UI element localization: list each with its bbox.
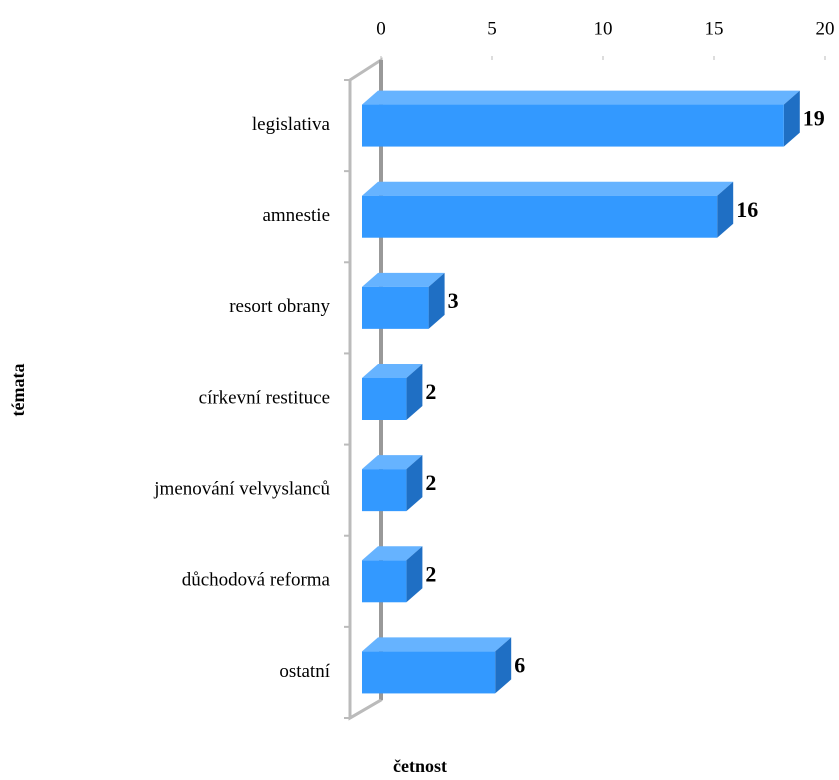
y-tick-label: jmenování velvyslanců — [153, 479, 330, 500]
bar-face — [783, 90, 800, 147]
value-label: 2 — [425, 470, 436, 495]
x-tick-label: 15 — [705, 18, 724, 39]
x-tick-label: 0 — [376, 18, 386, 39]
bar-face — [362, 378, 407, 420]
value-label: 19 — [803, 106, 825, 131]
bar-face — [406, 546, 423, 603]
value-label: 2 — [425, 561, 436, 586]
bar-face — [362, 455, 423, 470]
bar-face — [362, 651, 496, 694]
y-tick-label: důchodová reforma — [182, 570, 331, 591]
value-label: 3 — [448, 288, 459, 313]
x-tick-label: 10 — [594, 18, 613, 39]
bar-face — [362, 364, 423, 378]
y-axis-title: témata — [8, 364, 28, 417]
x-tick-label: 20 — [816, 18, 835, 39]
bar-face — [495, 637, 512, 694]
bar — [362, 455, 423, 512]
x-tick-label: 5 — [487, 18, 497, 39]
bar-face — [362, 546, 423, 561]
y-tick-label: církevní restituce — [199, 387, 330, 408]
bar-face — [362, 469, 407, 512]
bar-face — [362, 560, 407, 603]
bar — [362, 546, 423, 603]
y-tick-label: ostatní — [279, 661, 330, 682]
bar-face — [362, 104, 784, 147]
bar-face — [428, 272, 445, 329]
bar — [362, 90, 800, 147]
x-axis-title: četnost — [393, 756, 447, 776]
y-tick-label: amnestie — [262, 205, 330, 226]
value-label: 2 — [425, 379, 436, 404]
bar — [362, 272, 445, 329]
bar-face — [406, 364, 423, 420]
value-label: 6 — [514, 652, 525, 677]
bar-face — [362, 181, 734, 196]
bar-face — [362, 272, 445, 287]
y-tick-label: resort obrany — [229, 296, 330, 317]
bar — [362, 637, 512, 694]
value-label: 16 — [736, 197, 758, 222]
bar-face — [406, 455, 423, 512]
bar-face — [362, 90, 800, 105]
floor — [349, 698, 382, 720]
bar-face — [717, 181, 734, 238]
bar-face — [362, 637, 512, 652]
bar-face — [362, 195, 718, 238]
bar — [362, 364, 423, 420]
bar-face — [362, 286, 429, 329]
y-tick-label: legislativa — [252, 114, 331, 135]
bar — [362, 181, 734, 238]
